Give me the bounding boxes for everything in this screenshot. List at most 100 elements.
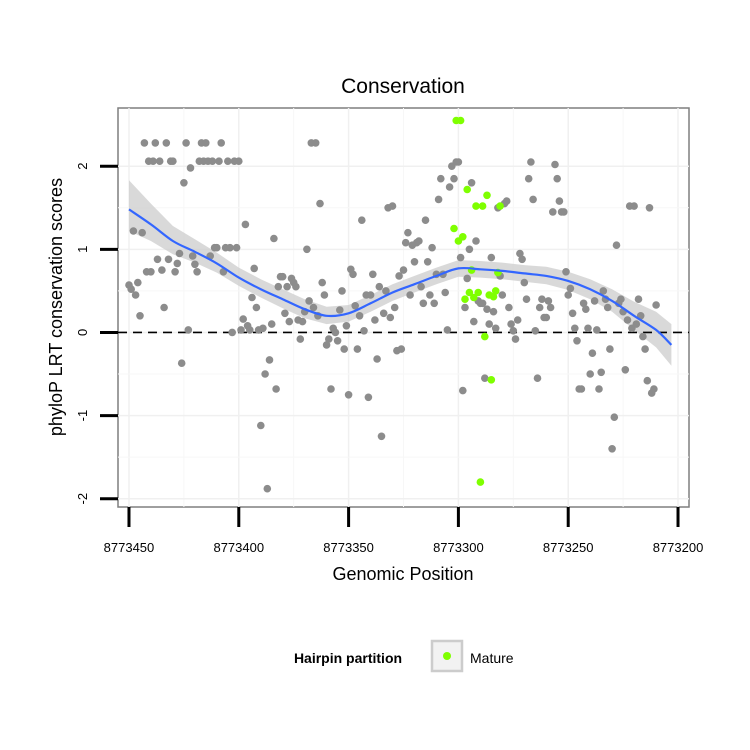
data-point: [549, 208, 557, 216]
data-point: [419, 299, 428, 308]
data-point: [456, 253, 465, 262]
data-point: [603, 303, 612, 312]
data-point: [379, 309, 388, 318]
data-point: [373, 355, 381, 363]
mature-data-point: [450, 224, 458, 233]
data-point: [303, 245, 311, 254]
data-point: [562, 268, 570, 276]
mature-data-point: [478, 202, 487, 210]
data-point: [138, 228, 146, 237]
data-point: [327, 385, 335, 393]
data-point: [406, 291, 414, 299]
data-point: [151, 139, 160, 147]
data-point: [369, 270, 377, 279]
data-point: [136, 312, 144, 320]
data-point: [309, 303, 318, 312]
data-point: [623, 316, 632, 324]
data-point: [560, 208, 568, 216]
mature-data-point: [476, 478, 485, 486]
data-point: [322, 341, 331, 349]
data-point: [395, 272, 403, 280]
data-point: [188, 252, 197, 260]
data-point: [426, 291, 434, 299]
data-point: [399, 266, 408, 274]
data-point: [441, 288, 450, 297]
data-point: [529, 195, 537, 204]
data-point: [237, 326, 245, 334]
data-point: [579, 299, 588, 308]
y-tick-label: 1: [75, 246, 90, 253]
data-point: [224, 157, 232, 165]
data-point: [155, 157, 164, 165]
data-point: [551, 160, 559, 169]
data-point: [173, 259, 182, 268]
data-point: [610, 413, 619, 422]
y-tick-label: 2: [75, 163, 90, 170]
data-point: [531, 327, 540, 335]
data-point: [340, 345, 349, 353]
y-axis-title: phyloP LRT conservation scores: [46, 178, 66, 436]
data-point: [415, 237, 423, 245]
data-point: [265, 356, 274, 364]
data-point: [182, 139, 190, 147]
mature-data-point: [459, 233, 467, 241]
data-point: [498, 291, 507, 299]
data-point: [606, 345, 614, 353]
data-point: [296, 335, 305, 343]
data-point: [351, 302, 360, 310]
data-point: [191, 260, 199, 269]
data-point: [377, 432, 386, 441]
data-point: [634, 295, 643, 304]
data-point: [202, 139, 210, 147]
data-point: [599, 287, 608, 295]
data-point: [147, 268, 155, 276]
data-point: [246, 326, 254, 334]
data-point: [344, 391, 353, 399]
data-point: [421, 216, 430, 224]
data-point: [388, 202, 397, 210]
data-point: [507, 320, 515, 328]
data-point: [127, 285, 135, 294]
data-point: [382, 287, 390, 295]
data-point: [434, 195, 443, 204]
data-point: [505, 303, 513, 312]
data-point: [333, 337, 342, 345]
data-point: [208, 157, 217, 165]
x-tick-label: 8773400: [213, 540, 264, 555]
data-point: [518, 255, 526, 264]
data-point: [483, 305, 491, 314]
data-point: [320, 291, 329, 299]
data-point: [491, 324, 500, 333]
data-point: [267, 320, 276, 328]
data-point: [259, 324, 267, 333]
data-point: [281, 309, 289, 318]
data-point: [586, 370, 594, 378]
data-point: [478, 299, 487, 308]
data-point: [250, 264, 258, 273]
smooth-fit: [128, 208, 673, 346]
data-point: [527, 158, 535, 166]
data-point: [397, 345, 406, 353]
data-point: [226, 243, 234, 252]
mature-data-point: [491, 287, 500, 295]
data-point: [257, 421, 265, 430]
x-tick-label: 8773250: [543, 540, 594, 555]
chart-title: Conservation: [341, 75, 465, 98]
data-point: [608, 445, 616, 453]
data-point: [169, 157, 177, 165]
data-point: [248, 293, 256, 302]
data-point: [652, 301, 660, 309]
data-point: [542, 313, 551, 322]
data-point: [555, 197, 564, 205]
data-point: [261, 370, 269, 378]
data-point: [241, 220, 250, 229]
data-point: [577, 385, 586, 393]
legend: Hairpin partition Mature: [294, 639, 514, 673]
mature-data-point: [474, 288, 483, 297]
data-point: [228, 328, 236, 337]
data-point: [617, 295, 625, 304]
data-point: [595, 385, 603, 393]
data-point: [437, 174, 445, 183]
data-point: [353, 345, 362, 353]
data-point: [252, 303, 261, 312]
